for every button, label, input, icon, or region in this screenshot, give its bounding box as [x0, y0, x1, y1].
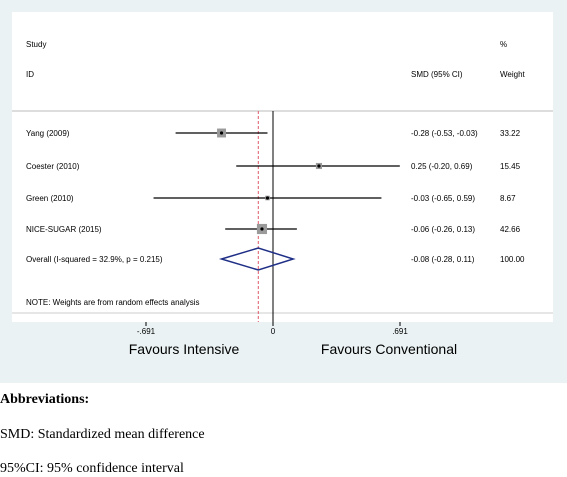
- overall-ci-text: -0.08 (-0.28, 0.11): [411, 255, 475, 264]
- header-percent: %: [500, 40, 507, 49]
- abbreviation-smd: SMD: Standardized mean difference: [0, 427, 205, 442]
- study-label: Green (2010): [26, 194, 74, 203]
- point-estimate: [265, 196, 270, 200]
- header-weight: Weight: [500, 70, 526, 79]
- header-id: ID: [26, 70, 34, 79]
- study-ci-text: -0.06 (-0.26, 0.13): [411, 225, 475, 234]
- study-ci-text: -0.28 (-0.53, -0.03): [411, 129, 478, 138]
- favours-intensive-label: Favours Intensive: [129, 341, 240, 357]
- study-weight: 15.45: [500, 162, 521, 171]
- plot-area: [12, 12, 553, 322]
- overall-diamond: [218, 247, 296, 271]
- plot-panel: Study% ID SMD (95% CI) Weight Yang (2009) -0.…: [0, 0, 567, 383]
- forest-plot: Study % ID SMD (95% CI) Weight Yang (2009) -0.…: [12, 40, 553, 357]
- abbreviation-ci: 95%CI: 95% confidence interval: [0, 461, 184, 476]
- study-weight: 33.22: [500, 129, 521, 138]
- study-weight: 8.67: [500, 194, 516, 203]
- x-tick-label: .691: [392, 327, 408, 336]
- point-estimate: [317, 164, 321, 168]
- header-effect: SMD (95% CI): [411, 70, 463, 79]
- x-tick-label: -.691: [137, 327, 156, 336]
- overall-label: Overall (I-squared = 32.9%, p = 0.215): [26, 255, 163, 264]
- overall-weight: 100.00: [500, 255, 525, 264]
- point-estimate: [219, 131, 224, 135]
- random-effects-note: NOTE: Weights are from random effects an…: [26, 298, 200, 307]
- favours-conventional-label: Favours Conventional: [321, 341, 457, 357]
- point-estimate: [260, 227, 264, 231]
- study-ci-text: 0.25 (-0.20, 0.69): [411, 162, 473, 171]
- x-tick-label: 0: [271, 327, 276, 336]
- study-label: NICE-SUGAR (2015): [26, 225, 102, 234]
- study-label: Yang (2009): [26, 129, 70, 138]
- study-label: Coester (2010): [26, 162, 80, 171]
- study-weight: 42.66: [500, 225, 521, 234]
- header-study: Study: [26, 40, 46, 49]
- study-ci-text: -0.03 (-0.65, 0.59): [411, 194, 475, 203]
- abbreviations-heading: Abbreviations:: [0, 392, 90, 407]
